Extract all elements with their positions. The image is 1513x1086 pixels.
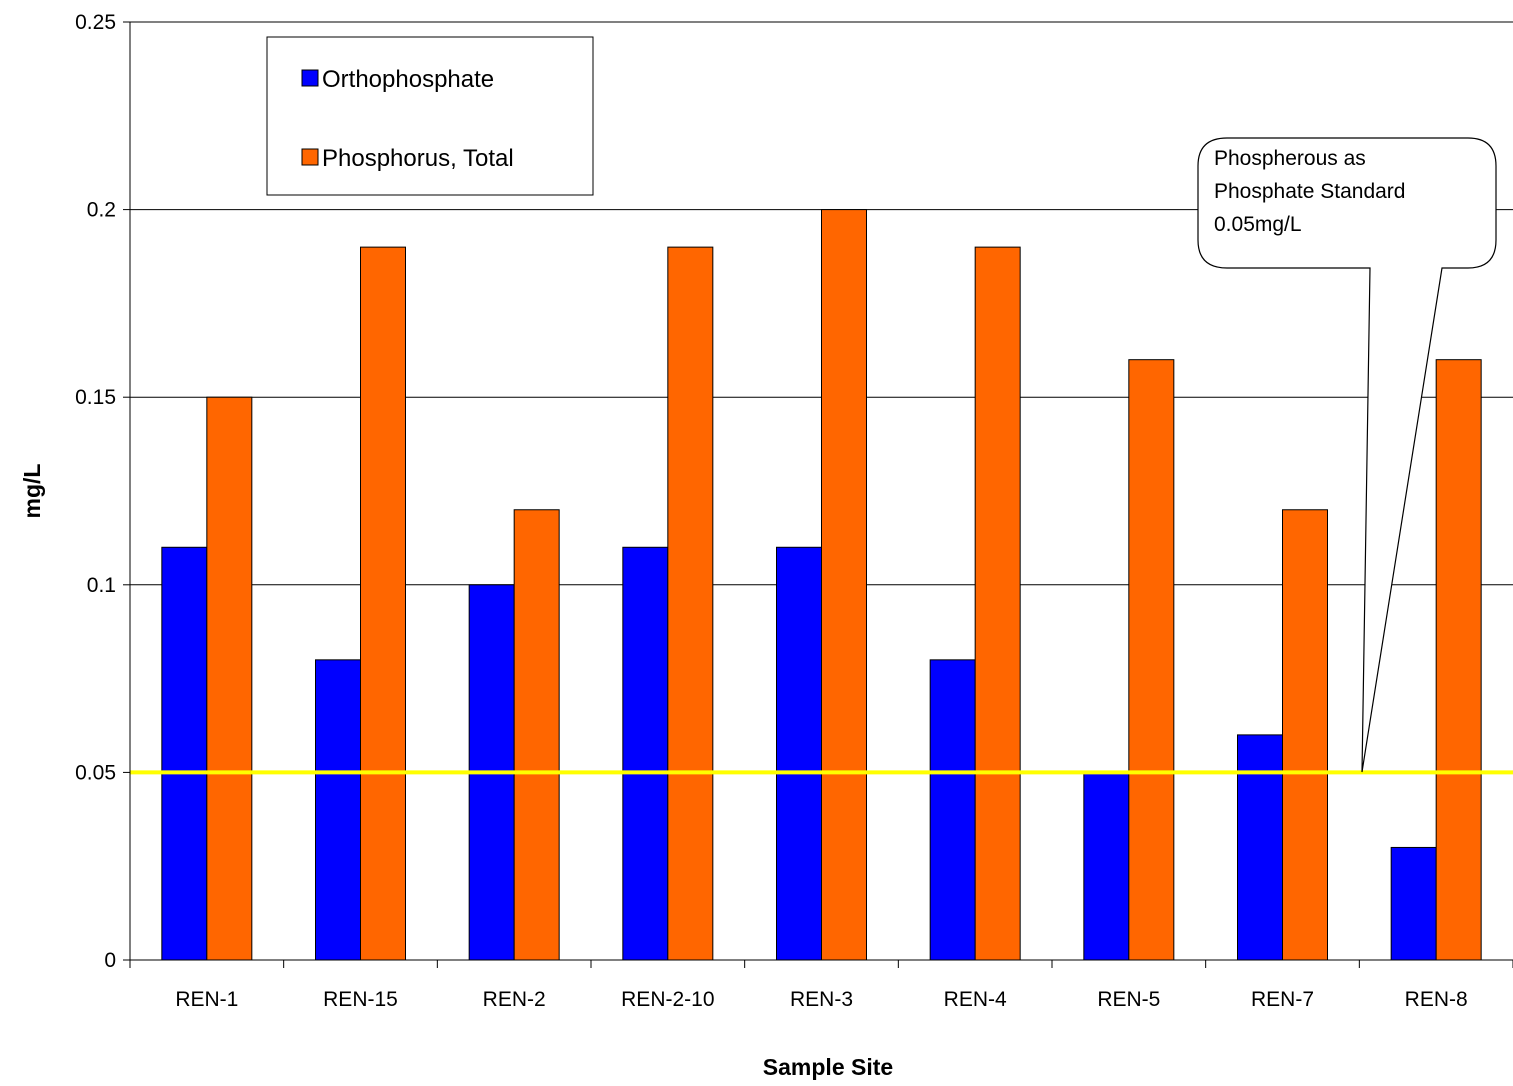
bar-orthophosphate-ren-5 (1083, 771, 1130, 961)
y-tick-label: 0.1 (87, 574, 116, 597)
bar-orthophosphate-ren-15 (315, 659, 361, 961)
x-tick-label: REN-7 (1251, 988, 1314, 1011)
x-axis-title: Sample Site (763, 1054, 893, 1080)
y-tick-label: 0 (104, 949, 116, 972)
legend: Orthophosphate Phosphorus, Total (266, 36, 594, 196)
x-tick-label: REN-2 (483, 988, 546, 1011)
x-tick-label: REN-3 (790, 988, 853, 1011)
axes (123, 21, 1513, 968)
x-tick-label: REN-2-10 (621, 988, 714, 1011)
x-tick-label: REN-5 (1097, 988, 1160, 1011)
legend-label-phosphorus-total: Phosphorus, Total (322, 145, 514, 172)
bar-orthophosphate-ren-8 (1390, 846, 1437, 961)
y-tick-label: 0.2 (87, 199, 116, 222)
x-tick-label: REN-4 (944, 988, 1007, 1011)
bar-phosphorus-total-ren-5 (1128, 359, 1175, 961)
tick-labels: 0 0.05 0.1 0.15 0.2 0.25 REN-1 REN-15 REN-2 REN-2… (75, 11, 1468, 1011)
bar-orthophosphate-ren-4 (929, 659, 976, 961)
bar-phosphorus-total-ren-1 (206, 396, 253, 961)
legend-swatch-phosphorus-total (301, 148, 319, 166)
bar-phosphorus-total-ren-7 (1282, 509, 1328, 961)
y-tick-label: 0.15 (75, 386, 116, 409)
legend-box (266, 36, 594, 196)
y-tick-label: 0.05 (75, 761, 116, 784)
y-tick-label: 0.25 (75, 11, 116, 34)
x-tick-label: REN-15 (323, 988, 398, 1011)
bar-phosphorus-total-ren-4 (974, 246, 1021, 961)
bar-phosphorus-total-ren-15 (360, 246, 406, 961)
bar-orthophosphate-ren-2-10 (622, 546, 669, 961)
callout: Phospherous as Phosphate Standard 0.05mg… (1197, 137, 1497, 773)
bar-phosphorus-total-ren-8 (1435, 359, 1482, 961)
bar-orthophosphate-ren-1 (161, 546, 208, 961)
callout-bubble (1197, 137, 1497, 773)
bar-phosphorus-total-ren-2-10 (667, 246, 714, 961)
legend-label-orthophosphate: Orthophosphate (322, 66, 494, 93)
callout-line-2: Phosphate Standard (1214, 180, 1405, 203)
bar-phosphorus-total-ren-3 (821, 209, 867, 961)
bar-phosphorus-total-ren-2 (513, 509, 560, 961)
x-tick-label: REN-1 (175, 988, 238, 1011)
bar-orthophosphate-ren-7 (1237, 734, 1283, 961)
legend-swatch-orthophosphate (301, 69, 319, 87)
callout-line-1: Phospherous as (1214, 147, 1366, 170)
x-tick-label: REN-8 (1405, 988, 1468, 1011)
y-axis-title: mg/L (19, 464, 45, 519)
bar-orthophosphate-ren-3 (776, 546, 822, 961)
callout-line-3: 0.05mg/L (1214, 213, 1302, 236)
